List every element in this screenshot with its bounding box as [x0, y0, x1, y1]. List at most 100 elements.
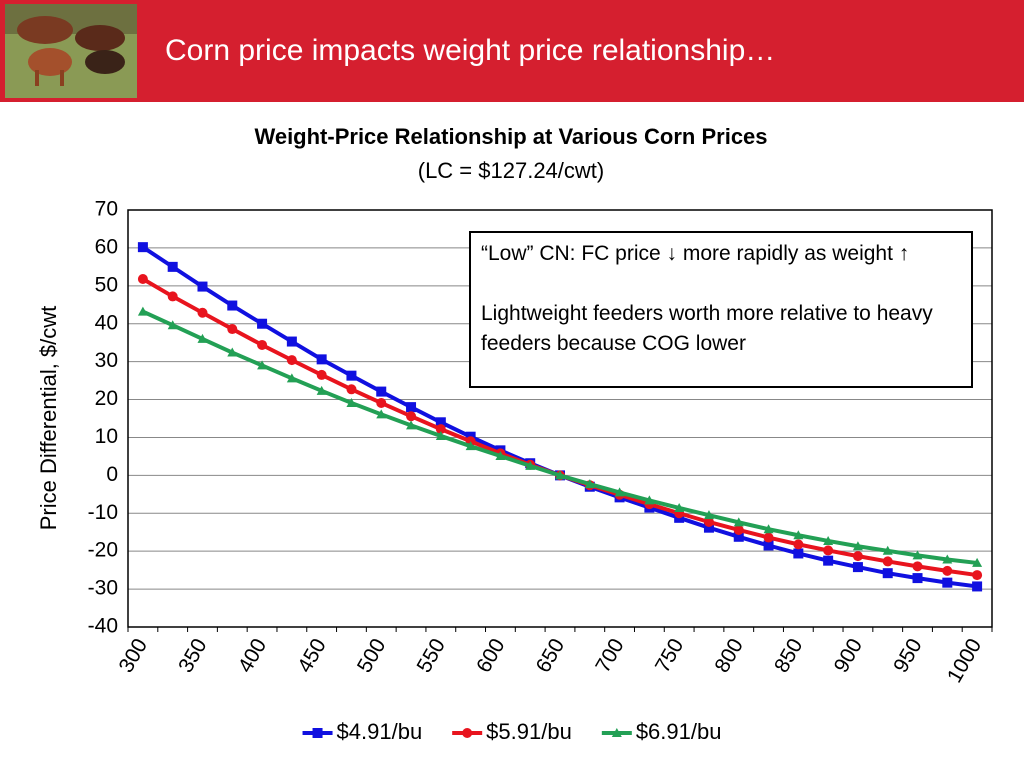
y-tick-label: 70 [95, 198, 118, 221]
x-tick-label: 450 [293, 635, 330, 677]
marker [227, 347, 238, 357]
marker [197, 307, 208, 318]
marker [972, 557, 983, 567]
marker [555, 470, 565, 480]
marker [465, 441, 476, 451]
marker [703, 522, 714, 533]
legend: $4.91/bu $5.91/bu $6.91/bu [302, 719, 722, 744]
x-tick-label: 600 [472, 635, 509, 677]
marker [316, 369, 327, 380]
marker [882, 545, 893, 555]
marker [406, 420, 417, 430]
marker [435, 417, 446, 428]
marker [584, 479, 595, 489]
legend-label: $5.91/bu [486, 719, 572, 744]
marker [376, 409, 387, 419]
annotation-text: “Low” CN: FC price ↓ more rapidly as wei… [481, 242, 910, 265]
x-tick-label: 750 [651, 635, 688, 677]
marker [376, 386, 387, 397]
marker [286, 373, 297, 383]
y-tick-label: 20 [95, 387, 118, 410]
y-axis-label: Price Differential, $/cwt [36, 306, 61, 531]
legend-label: $6.91/bu [636, 719, 722, 744]
marker [346, 384, 357, 395]
marker [257, 339, 268, 350]
x-tick-label: 950 [889, 635, 926, 677]
y-tick-label: 60 [95, 235, 118, 258]
slide-title: Corn price impacts weight price relation… [165, 34, 775, 67]
marker [793, 539, 804, 550]
marker [912, 561, 923, 572]
marker [912, 573, 923, 584]
marker [167, 291, 178, 302]
y-tick-label: 40 [95, 311, 118, 334]
y-tick-label: 10 [95, 425, 118, 448]
x-tick-label: 350 [174, 635, 211, 677]
marker [167, 261, 178, 272]
legend-item: $4.91/bu [302, 719, 423, 744]
marker [137, 242, 148, 253]
y-tick-label: 30 [95, 349, 118, 372]
marker [793, 548, 804, 559]
plot-border [127, 209, 993, 628]
legend-label: $4.91/bu [337, 719, 423, 744]
legend-item: $6.91/bu [601, 719, 722, 744]
marker [733, 531, 744, 542]
marker [823, 555, 834, 566]
marker [674, 502, 685, 512]
annotation-text: Lightweight feeders worth more relative … [481, 302, 933, 355]
marker [346, 370, 357, 381]
marker [257, 360, 268, 370]
marker [406, 402, 417, 413]
marker [197, 333, 208, 343]
marker [316, 354, 327, 365]
marker [852, 562, 863, 573]
marker [823, 535, 834, 545]
x-tick-label: 400 [234, 635, 271, 677]
marker [227, 300, 238, 311]
marker [644, 495, 655, 505]
y-tick-label: -20 [88, 539, 118, 562]
y-tick-label: -30 [88, 577, 118, 600]
marker [793, 530, 804, 540]
marker [852, 551, 863, 562]
y-tick-label: -40 [88, 615, 118, 638]
marker [495, 451, 506, 461]
marker [611, 728, 622, 737]
marker [167, 320, 178, 330]
x-tick-label: 650 [532, 635, 569, 677]
marker [137, 306, 148, 316]
marker [435, 424, 446, 435]
photo [5, 4, 137, 98]
marker [733, 517, 744, 527]
marker [376, 397, 387, 408]
annotation-box: “Low” CN: FC price ↓ more rapidly as wei… [469, 231, 973, 388]
marker [525, 460, 536, 470]
marker [286, 336, 297, 347]
y-tick-label: -10 [88, 501, 118, 524]
marker [942, 565, 953, 576]
marker [614, 487, 625, 497]
x-tick-label: 700 [591, 635, 628, 677]
marker [257, 318, 268, 329]
x-tick-label: 850 [770, 635, 807, 677]
marker [435, 430, 446, 440]
x-tick-label: 900 [830, 635, 867, 677]
x-tick-label: 550 [413, 635, 450, 677]
x-tick-label: 500 [353, 635, 390, 677]
legend-item: $5.91/bu [452, 719, 572, 744]
x-tick-label: 1000 [943, 635, 986, 687]
marker [227, 324, 238, 335]
marker [912, 550, 923, 560]
header-band [0, 0, 1024, 102]
x-tick-label: 800 [710, 635, 747, 677]
marker [823, 545, 834, 556]
x-tick-label: 300 [115, 635, 152, 677]
marker [312, 728, 323, 738]
marker [852, 541, 863, 551]
marker [882, 568, 893, 579]
marker [197, 281, 208, 292]
y-tick-label: 0 [106, 463, 118, 486]
